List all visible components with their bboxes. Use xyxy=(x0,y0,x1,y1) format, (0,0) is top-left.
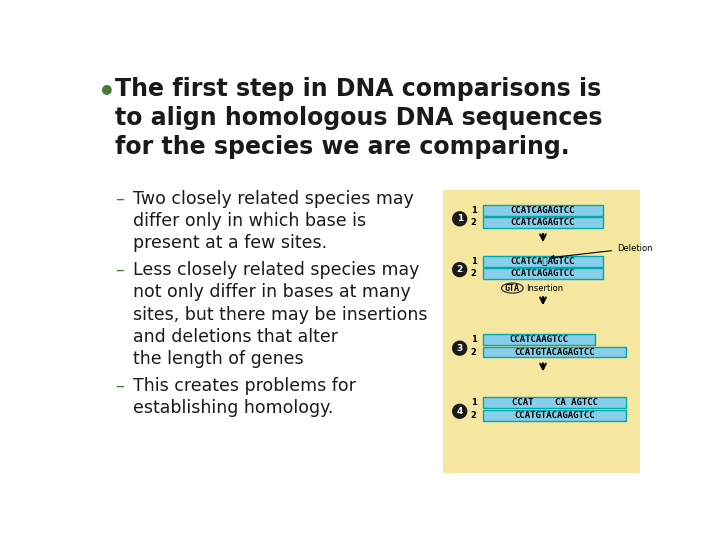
Text: GTA: GTA xyxy=(505,284,520,293)
Text: 1: 1 xyxy=(471,399,477,407)
Text: CCATCAGAGTCC: CCATCAGAGTCC xyxy=(510,218,575,227)
Bar xyxy=(443,190,640,473)
Text: 4: 4 xyxy=(456,407,463,416)
Text: •: • xyxy=(98,79,115,107)
Bar xyxy=(483,205,603,215)
Text: CCATCAGAGTCC: CCATCAGAGTCC xyxy=(510,269,575,278)
Text: CCATCAGAGTCC: CCATCAGAGTCC xyxy=(510,206,575,215)
Circle shape xyxy=(453,404,467,418)
Text: This creates problems for
establishing homology.: This creates problems for establishing h… xyxy=(132,377,356,417)
Text: 2: 2 xyxy=(456,265,463,274)
Bar xyxy=(483,410,626,421)
Circle shape xyxy=(453,212,467,226)
Text: 1: 1 xyxy=(456,214,463,224)
Text: 2: 2 xyxy=(471,269,477,278)
Text: 1: 1 xyxy=(471,335,477,344)
Text: 1: 1 xyxy=(471,256,477,266)
Text: 2: 2 xyxy=(471,410,477,420)
Text: CCATGTACAGAGTCC: CCATGTACAGAGTCC xyxy=(514,410,595,420)
Text: CCATGTACAGAGTCC: CCATGTACAGAGTCC xyxy=(514,348,595,356)
Bar xyxy=(483,397,626,408)
Text: Less closely related species may
not only differ in bases at many
sites, but the: Less closely related species may not onl… xyxy=(132,261,427,368)
Bar xyxy=(483,334,595,345)
Bar xyxy=(483,256,603,267)
Text: –: – xyxy=(114,377,124,395)
Text: The first step in DNA comparisons is
to align homologous DNA sequences
for the s: The first step in DNA comparisons is to … xyxy=(114,77,603,159)
Text: Two closely related species may
differ only in which base is
present at a few si: Two closely related species may differ o… xyxy=(132,190,413,252)
Text: Deletion: Deletion xyxy=(551,244,652,259)
Circle shape xyxy=(453,341,467,355)
Bar xyxy=(483,347,626,357)
Text: 3: 3 xyxy=(456,343,463,353)
Circle shape xyxy=(453,262,467,276)
Text: CCATCAAGTCC: CCATCAAGTCC xyxy=(510,335,569,344)
Text: 2: 2 xyxy=(471,218,477,227)
Text: Insertion: Insertion xyxy=(526,284,564,293)
Bar xyxy=(483,217,603,228)
Text: 2: 2 xyxy=(471,348,477,356)
Text: –: – xyxy=(114,190,124,207)
Text: CCATCAⓎAGTCC: CCATCAⓎAGTCC xyxy=(510,256,575,266)
Text: –: – xyxy=(114,261,124,279)
Text: 1: 1 xyxy=(471,206,477,215)
Text: CCAT    CA AGTCC: CCAT CA AGTCC xyxy=(512,399,598,407)
Bar xyxy=(483,268,603,279)
